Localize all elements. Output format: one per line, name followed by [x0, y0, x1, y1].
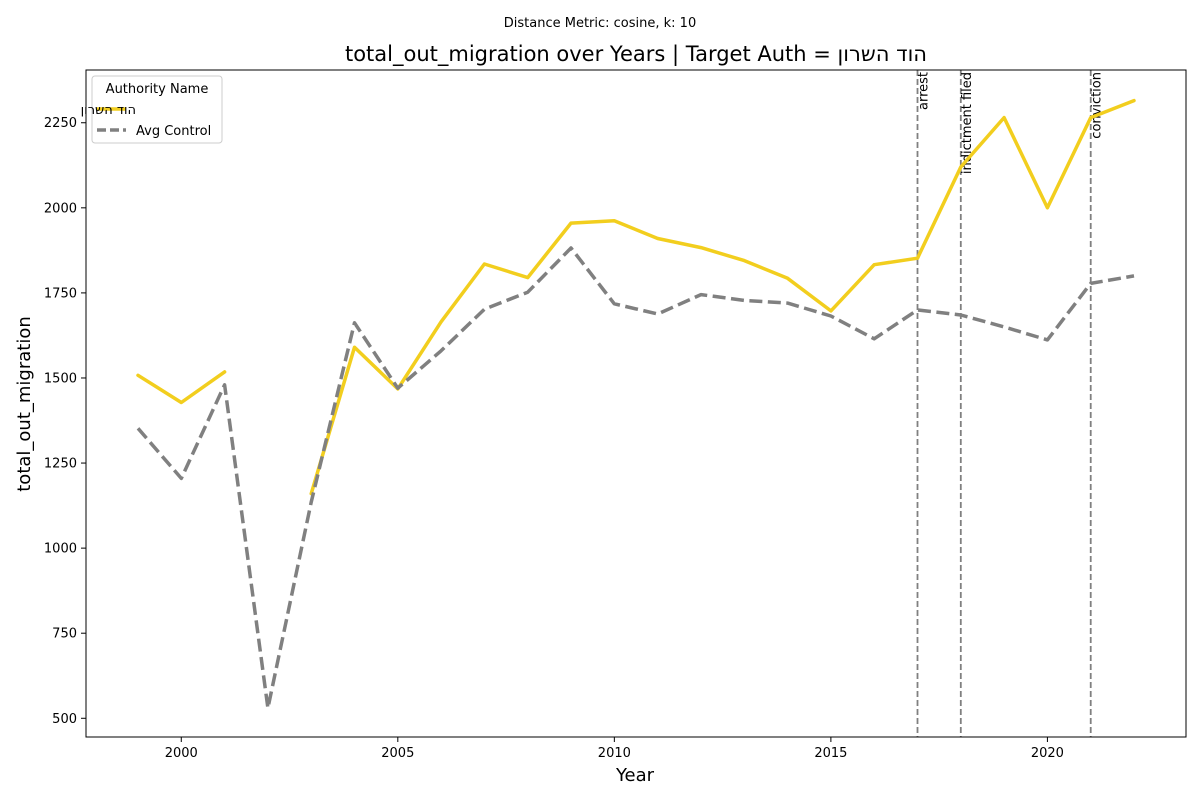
y-tick-label-5: 1750 [44, 286, 77, 301]
chart-title: total_out_migration over Years | Target … [345, 42, 927, 67]
x-tick-label-4: 2020 [1031, 746, 1064, 761]
y-tick-label-0: 500 [52, 712, 77, 727]
y-axis-label: total_out_migration [14, 316, 35, 492]
series-line-0-seg-1 [309, 98, 1136, 496]
event-label-0: arrest [916, 72, 931, 110]
x-tick-label-1: 2005 [381, 746, 414, 761]
x-tick-label-0: 2000 [165, 746, 198, 761]
chart-suptitle: Distance Metric: cosine, k: 10 [504, 16, 696, 31]
legend-box [91, 75, 223, 144]
legend-label-target: הוד השרון [81, 103, 136, 118]
event-label-1: indictment filed [960, 72, 975, 174]
legend: Authority Name הוד השרון Avg Control [81, 75, 223, 144]
y-tick-label-7: 2250 [44, 116, 77, 131]
axes-frame [85, 69, 1187, 738]
x-tick-label-3: 2015 [814, 746, 847, 761]
legend-label-control: Avg Control [136, 124, 211, 139]
y-tick-label-1: 750 [52, 627, 77, 642]
y-tick-label-6: 2000 [44, 201, 77, 216]
plot-area: arrest indictment filed conviction 2000 2005… [44, 69, 1187, 761]
y-tick-label-2: 1000 [44, 542, 77, 557]
y-tick-label-4: 1500 [44, 371, 77, 386]
x-axis-label: Year [615, 765, 655, 786]
legend-title: Authority Name [106, 82, 209, 97]
series-line-1-seg-0 [136, 246, 1135, 710]
event-label-2: conviction [1090, 72, 1105, 139]
y-tick-label-3: 1250 [44, 457, 77, 472]
series-line-0-seg-0 [136, 370, 227, 405]
x-tick-label-2: 2010 [598, 746, 631, 761]
